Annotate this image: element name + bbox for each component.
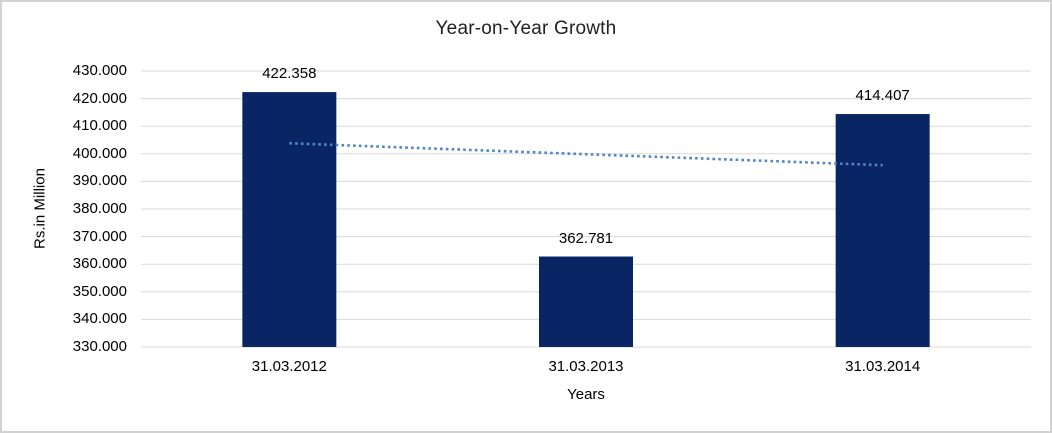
y-tick-label: 330.000 — [72, 338, 127, 355]
chart-title: Year-on-Year Growth — [435, 18, 617, 39]
data-label: 414.407 — [855, 87, 910, 105]
y-tick-label: 400.000 — [72, 144, 127, 162]
y-tick-label: 370.000 — [72, 227, 127, 245]
x-tick-label: 31.03.2014 — [845, 358, 921, 375]
y-tick-label: 390.000 — [72, 172, 127, 190]
y-tick-label: 340.000 — [72, 310, 127, 328]
y-tick-label: 420.000 — [72, 89, 127, 107]
y-tick-label: 430.000 — [72, 62, 127, 79]
data-label: 362.781 — [558, 229, 614, 247]
trendline[interactable] — [289, 141, 883, 167]
bar-31.03.2014[interactable] — [835, 114, 930, 347]
bar-31.03.2013[interactable] — [539, 256, 633, 347]
bar-31.03.2012[interactable] — [242, 92, 337, 347]
y-tick-label: 360.000 — [72, 255, 127, 273]
y-tick-label: 410.000 — [72, 117, 127, 135]
y-tick-label: 380.000 — [72, 200, 127, 217]
x-axis-title: Years — [567, 386, 605, 403]
x-tick-label: 31.03.2013 — [548, 358, 624, 375]
x-tick-label: 31.03.2012 — [251, 358, 327, 375]
y-tick-label: 350.000 — [72, 282, 127, 300]
data-label: 422.358 — [262, 65, 317, 83]
